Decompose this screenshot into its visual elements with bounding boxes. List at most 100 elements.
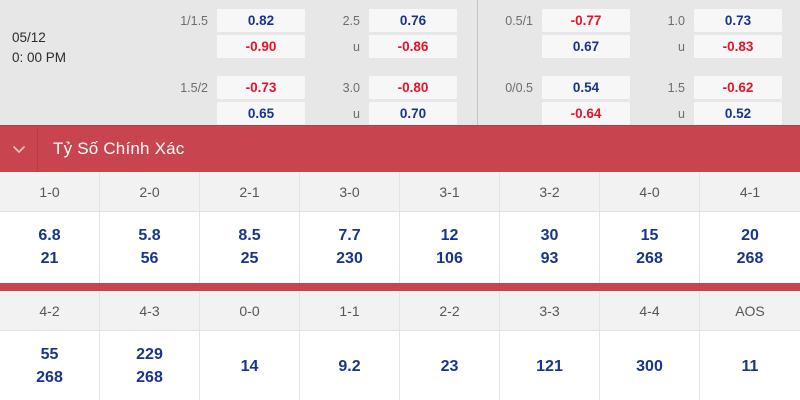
odds-value-button[interactable]: -0.90 — [217, 35, 305, 58]
score-odds-value: 93 — [540, 250, 559, 267]
score-odds-cell[interactable]: 55 268 — [0, 331, 100, 400]
odds-value-button[interactable]: -0.73 — [217, 76, 305, 99]
score-column-header: 3-1 — [400, 172, 500, 212]
odds-value-button[interactable]: -0.62 — [694, 76, 782, 99]
score-odds-cell[interactable]: 12 106 — [400, 212, 500, 283]
correct-score-header-row: 1-0 2-0 2-1 3-0 3-1 3-2 4-0 4-1 — [0, 172, 800, 212]
score-column-header: 3-2 — [500, 172, 600, 212]
score-odds-value: 23 — [440, 357, 459, 375]
correct-score-value-row: 6.8 21 5.8 56 8.5 25 7.7 230 12 106 30 93 15 268 20 268 — [0, 212, 800, 283]
correct-score-table: 1-0 2-0 2-1 3-0 3-1 3-2 4-0 4-1 6.8 21 5.8 56 8.5 25 7… — [0, 172, 800, 400]
score-column-header: 0-0 — [200, 291, 300, 331]
score-odds-cell[interactable]: 5.8 56 — [100, 212, 200, 283]
score-odds-cell[interactable]: 30 93 — [500, 212, 600, 283]
score-column-header: 2-2 — [400, 291, 500, 331]
odds-line: 0.5/1 -0.77 — [500, 9, 630, 32]
score-odds-value: 6.8 — [38, 227, 61, 244]
correct-score-header-row: 4-2 4-3 0-0 1-1 2-2 3-3 4-4 AOS — [0, 291, 800, 331]
score-odds-value: 121 — [536, 357, 563, 375]
odds-group-halftime: 0.5/1 -0.77 0.67 1.0 0.73 u -0.83 0/0.5 0.54 -0.6… — [477, 0, 800, 125]
score-odds-value: 12 — [440, 227, 459, 244]
correct-score-block: 1-0 2-0 2-1 3-0 3-1 3-2 4-0 4-1 6.8 21 5.8 56 8.5 25 7… — [0, 172, 800, 287]
correct-score-header[interactable]: Tỷ Số Chính Xác — [0, 125, 800, 173]
odds-line-label: 1.5 — [667, 80, 685, 95]
odds-value-button[interactable]: -0.86 — [369, 35, 457, 58]
score-odds-value: 9.2 — [338, 357, 361, 375]
chevron-down-icon[interactable] — [0, 125, 38, 173]
match-date: 05/12 — [12, 30, 46, 45]
match-datetime: 05/12 0: 00 PM — [0, 0, 175, 67]
odds-market-row: 0.5/1 -0.77 0.67 1.0 0.73 u -0.83 — [500, 9, 800, 58]
odds-line: u 0.70 — [327, 102, 457, 125]
odds-value-button[interactable]: 0.76 — [369, 9, 457, 32]
odds-value-button[interactable]: 0.70 — [369, 102, 457, 125]
odds-market: 0/0.5 0.54 -0.64 — [500, 76, 630, 125]
odds-market: 1/1.5 0.82 -0.90 — [175, 9, 305, 58]
match-time: 0: 00 PM — [12, 49, 67, 65]
score-odds-value: 15 — [640, 227, 659, 244]
score-column-header: 2-0 — [100, 172, 200, 212]
odds-line: -0.64 — [500, 102, 630, 125]
odds-value-button[interactable]: -0.64 — [542, 102, 630, 125]
score-odds-value: 14 — [240, 357, 259, 375]
score-column-header: 4-3 — [100, 291, 200, 331]
score-odds-cell[interactable]: 121 — [500, 331, 600, 400]
odds-line: 3.0 -0.80 — [327, 76, 457, 99]
odds-groups: 1/1.5 0.82 -0.90 2.5 0.76 u -0.86 1.5/2 -0.73 0.6… — [175, 0, 800, 125]
odds-line: 0.65 — [175, 102, 305, 125]
score-odds-cell[interactable]: 9.2 — [300, 331, 400, 400]
odds-line-label: u — [678, 39, 685, 54]
score-odds-value: 11 — [741, 357, 759, 375]
score-odds-cell[interactable]: 15 268 — [600, 212, 700, 283]
score-odds-cell[interactable]: 11 — [700, 331, 800, 400]
score-column-header: 3-3 — [500, 291, 600, 331]
odds-value-button[interactable]: 0.52 — [694, 102, 782, 125]
odds-value-button[interactable]: 0.67 — [542, 35, 630, 58]
odds-value-button[interactable]: 0.73 — [694, 9, 782, 32]
score-odds-value: 268 — [736, 250, 764, 267]
score-odds-value: 300 — [636, 357, 663, 375]
odds-market: 1.5/2 -0.73 0.65 — [175, 76, 305, 125]
score-column-header: 4-4 — [600, 291, 700, 331]
score-odds-value: 268 — [136, 369, 163, 386]
score-odds-value: 25 — [240, 250, 259, 267]
correct-score-value-row: 55 268 229 268 14 9.2 23 121 300 11 — [0, 331, 800, 400]
score-odds-value: 7.7 — [338, 227, 361, 244]
odds-value-button[interactable]: -0.80 — [369, 76, 457, 99]
odds-line: u 0.52 — [652, 102, 782, 125]
odds-group-handicap: 1/1.5 0.82 -0.90 2.5 0.76 u -0.86 1.5/2 -0.73 0.6… — [175, 0, 477, 125]
score-odds-cell[interactable]: 229 268 — [100, 331, 200, 400]
score-odds-cell[interactable]: 20 268 — [700, 212, 800, 283]
score-odds-cell[interactable]: 300 — [600, 331, 700, 400]
score-odds-value: 8.5 — [238, 227, 261, 244]
score-odds-cell[interactable]: 7.7 230 — [300, 212, 400, 283]
odds-value-button[interactable]: -0.83 — [694, 35, 782, 58]
score-column-header: 1-1 — [300, 291, 400, 331]
odds-line: 1.5/2 -0.73 — [175, 76, 305, 99]
score-odds-cell[interactable]: 14 — [200, 331, 300, 400]
odds-market: 3.0 -0.80 u 0.70 — [327, 76, 457, 125]
score-odds-value: 268 — [636, 250, 663, 267]
odds-market-row: 1.5/2 -0.73 0.65 3.0 -0.80 u 0.70 — [175, 76, 477, 125]
score-odds-value: 21 — [40, 250, 59, 267]
score-odds-cell[interactable]: 6.8 21 — [0, 212, 100, 283]
odds-value-button[interactable]: 0.65 — [217, 102, 305, 125]
odds-market: 1.5 -0.62 u 0.52 — [652, 76, 782, 125]
odds-line: 1/1.5 0.82 — [175, 9, 305, 32]
odds-line-label: 1/1.5 — [180, 13, 208, 28]
odds-line-label: u — [678, 106, 685, 121]
score-odds-cell[interactable]: 8.5 25 — [200, 212, 300, 283]
odds-line-label: 1.0 — [667, 13, 685, 28]
odds-market: 0.5/1 -0.77 0.67 — [500, 9, 630, 58]
correct-score-block: 4-2 4-3 0-0 1-1 2-2 3-3 4-4 AOS 55 268 229 268 14 9.2… — [0, 287, 800, 400]
odds-line: 0/0.5 0.54 — [500, 76, 630, 99]
score-odds-cell[interactable]: 23 — [400, 331, 500, 400]
score-odds-value: 30 — [540, 227, 559, 244]
odds-value-button[interactable]: 0.82 — [217, 9, 305, 32]
odds-line: u -0.83 — [652, 35, 782, 58]
odds-value-button[interactable]: 0.54 — [542, 76, 630, 99]
score-odds-value: 268 — [36, 369, 63, 386]
odds-value-button[interactable]: -0.77 — [542, 9, 630, 32]
odds-line-label: u — [353, 39, 360, 54]
score-odds-value: 229 — [136, 346, 163, 363]
